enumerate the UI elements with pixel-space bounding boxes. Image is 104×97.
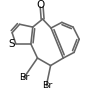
Text: Br: Br — [20, 73, 30, 82]
Text: O: O — [36, 0, 44, 10]
Text: S: S — [9, 39, 15, 49]
Text: Br: Br — [42, 81, 53, 90]
